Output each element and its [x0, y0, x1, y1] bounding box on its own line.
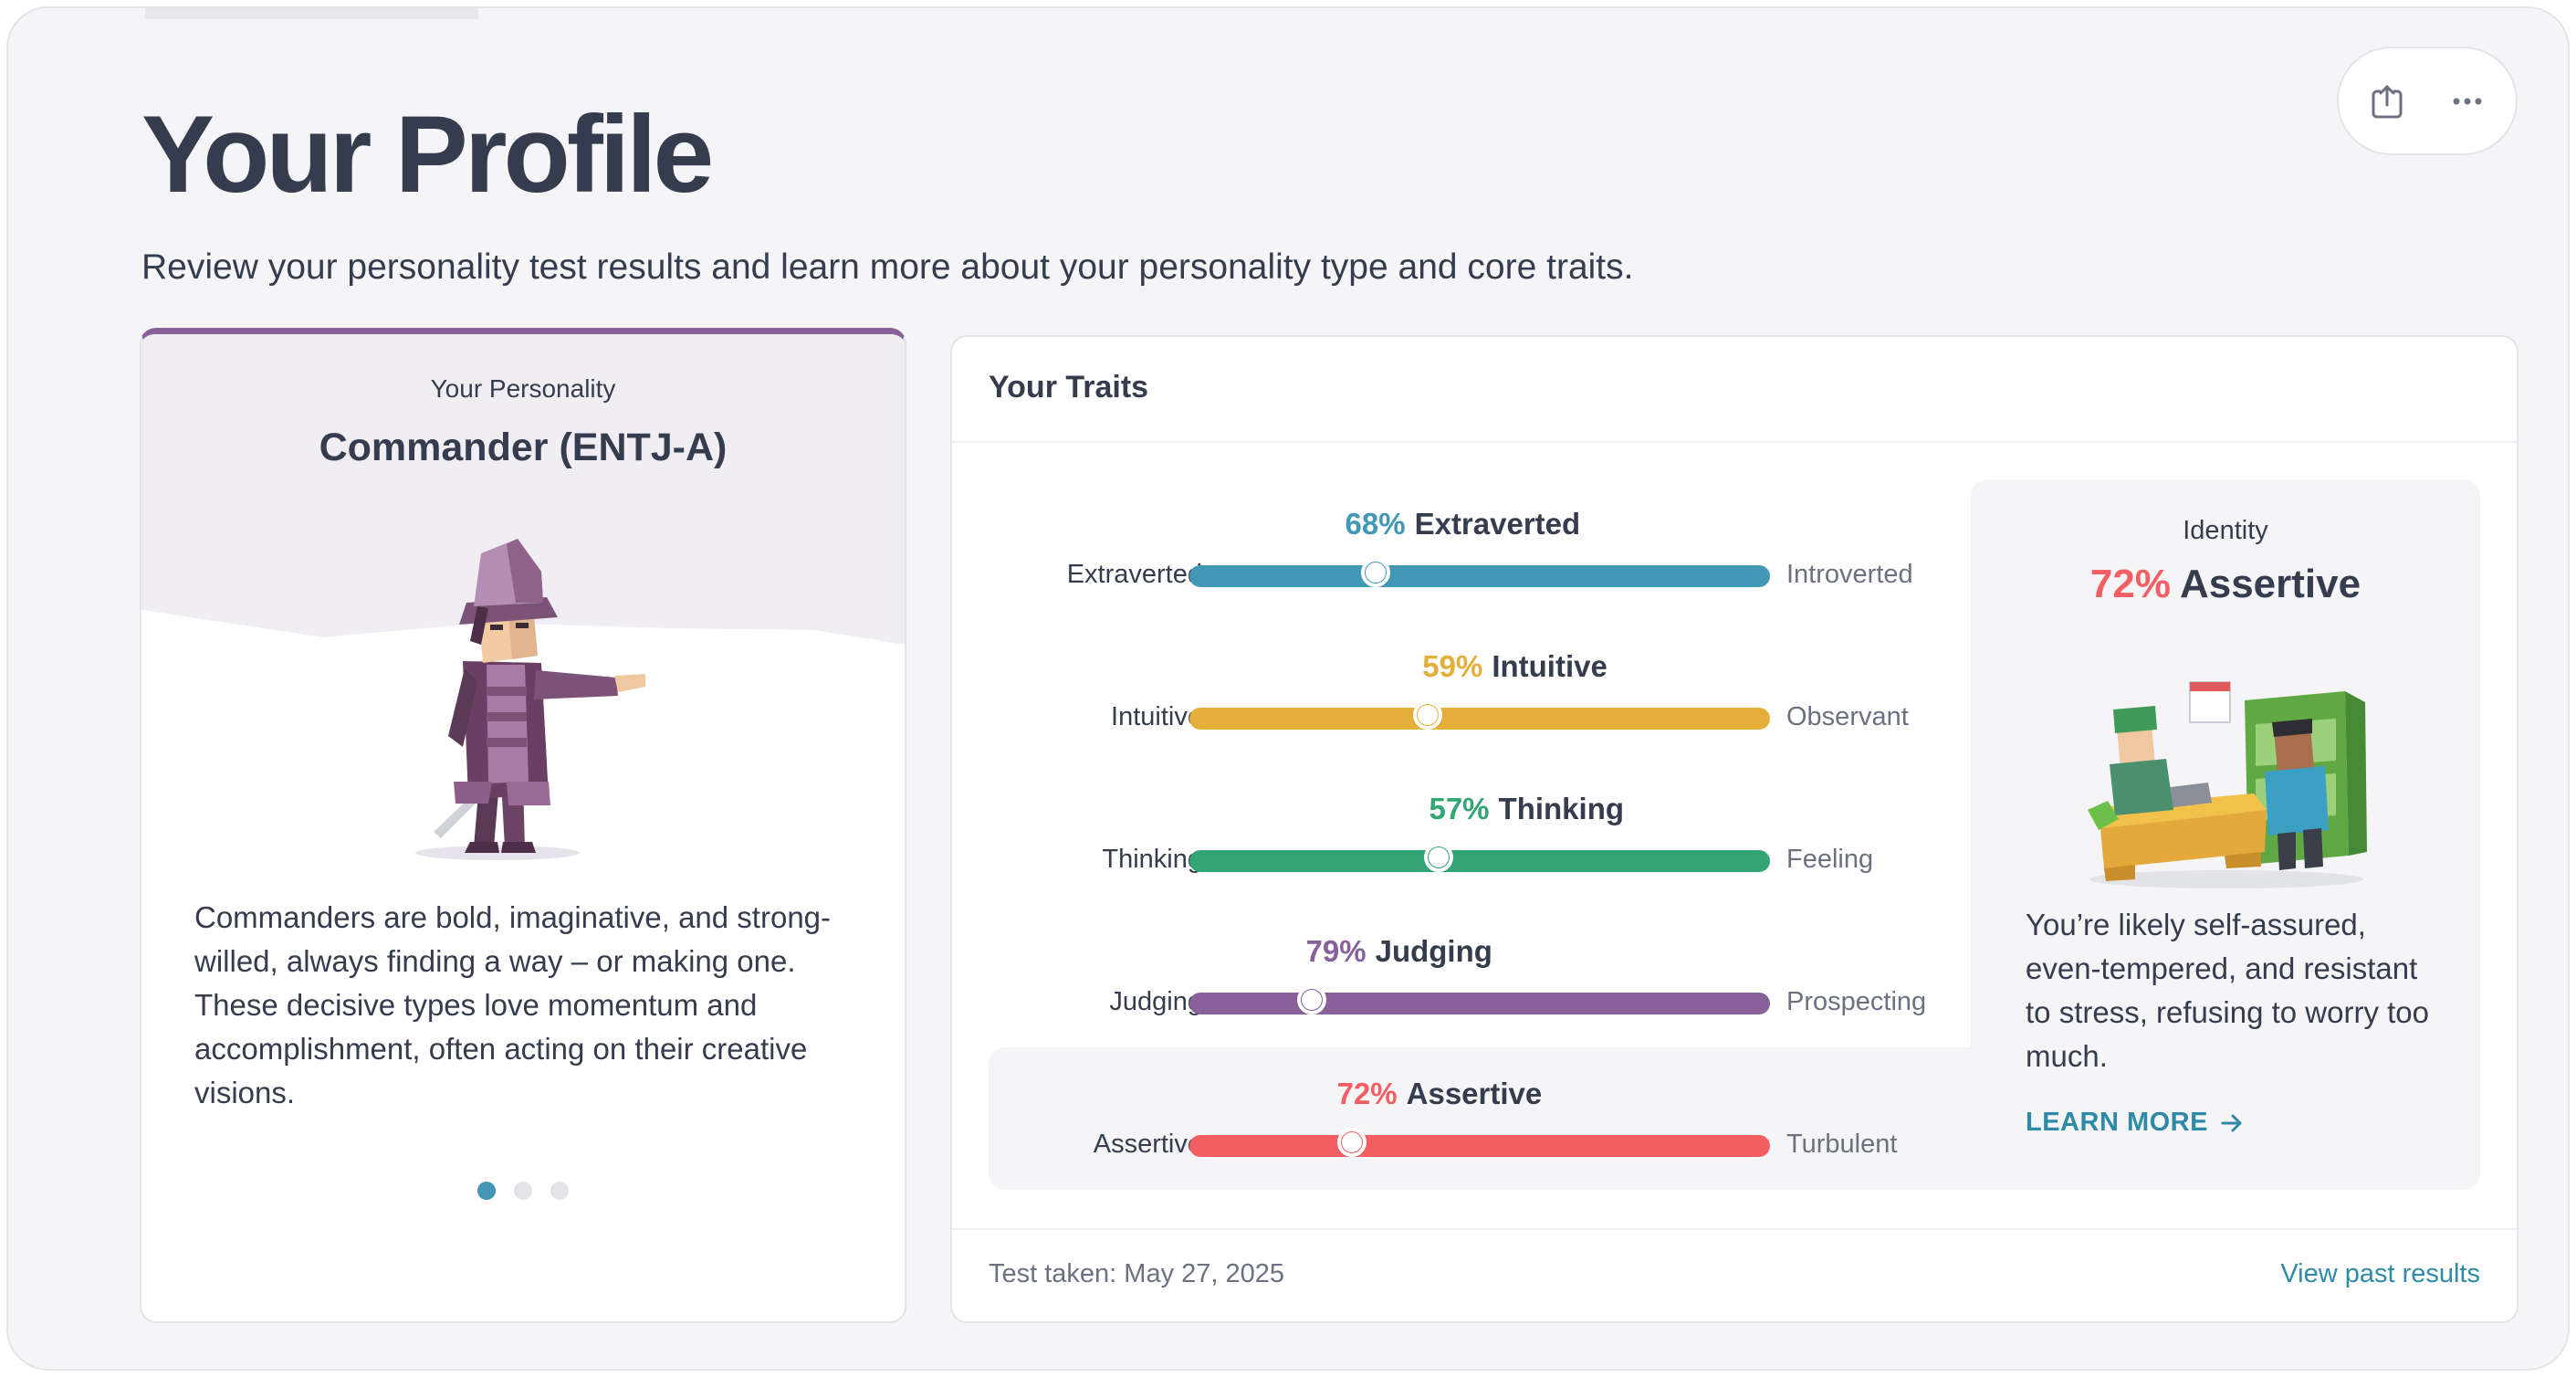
page-actions	[2337, 47, 2518, 155]
trait-bar	[1189, 1128, 1770, 1157]
trait-slider-knob[interactable]	[1412, 700, 1442, 730]
personality-description: Commanders are bold, imaginative, and st…	[194, 900, 832, 1109]
trait-percent: 79%	[1305, 934, 1367, 968]
personality-type-name: Commander (ENTJ-A)	[319, 426, 728, 469]
trait-right-label: Introverted	[1786, 560, 1913, 589]
trait-row: 72% Assertive Assertive Turbulent	[952, 1077, 1965, 1177]
identity-label: Identity	[2183, 516, 2268, 545]
trait-right-label: Turbulent	[1786, 1130, 1898, 1159]
trait-row: 59% Intuitive Intuitive Observant	[952, 649, 1965, 750]
personality-label: Your Personality	[430, 374, 616, 403]
traits-title: Your Traits	[989, 370, 1149, 405]
trait-right-label: Observant	[1786, 702, 1909, 731]
trait-name: Assertive	[1406, 1077, 1543, 1110]
trait-left-label: Judging	[1109, 987, 1202, 1016]
learn-more-label: LEARN MORE	[2026, 1108, 2208, 1137]
learn-more-link[interactable]: LEARN MORE	[2026, 1108, 2245, 1138]
carousel-dot[interactable]	[477, 1182, 496, 1200]
trait-name: Extraverted	[1414, 507, 1581, 541]
identity-value: 72% Assertive	[1971, 562, 2480, 607]
trait-slider-knob[interactable]	[1360, 558, 1390, 587]
traits-footer: Test taken: May 27, 2025 View past resul…	[952, 1228, 2517, 1321]
identity-illustration	[2088, 681, 2367, 888]
trait-left-label: Thinking	[1102, 845, 1202, 874]
page-subtitle: Review your personality test results and…	[141, 247, 1634, 287]
trait-heading: 59% Intuitive	[1422, 649, 1607, 684]
identity-percent: 72%	[2089, 562, 2171, 606]
arrow-right-icon	[2221, 1114, 2242, 1131]
carousel-dot[interactable]	[550, 1182, 569, 1200]
identity-description: You’re likely self-assured, even-tempere…	[2026, 908, 2430, 1073]
trait-slider-knob[interactable]	[1296, 985, 1326, 1014]
trait-bar	[1189, 558, 1770, 587]
trait-row: 57% Thinking Thinking Feeling	[952, 792, 1965, 892]
trait-percent: 72%	[1336, 1077, 1398, 1110]
carousel-pagination	[141, 1182, 905, 1200]
trait-heading: 68% Extraverted	[1346, 507, 1581, 541]
trait-name: Intuitive	[1492, 649, 1607, 683]
trait-heading: 57% Thinking	[1429, 792, 1624, 826]
trait-name: Thinking	[1498, 792, 1625, 825]
trait-heading: 72% Assertive	[1337, 1077, 1543, 1111]
traits-card: Your Traits Identity 72% Assertive	[950, 335, 2518, 1323]
trait-left-label: Assertive	[1093, 1130, 1202, 1159]
trait-name: Judging	[1375, 934, 1492, 968]
trait-right-label: Prospecting	[1786, 987, 1927, 1016]
trait-percent: 68%	[1345, 507, 1406, 541]
trait-right-label: Feeling	[1786, 845, 1874, 874]
trait-left-label: Extraverted	[1066, 560, 1202, 589]
share-icon[interactable]	[2367, 81, 2407, 121]
trait-heading: 79% Judging	[1306, 934, 1492, 969]
identity-panel: Identity 72% Assertive	[1971, 479, 2480, 1190]
traits-header: Your Traits	[952, 337, 2517, 443]
trait-bar	[1189, 700, 1770, 730]
commander-illustration	[415, 539, 645, 860]
trait-left-label: Intuitive	[1111, 702, 1202, 731]
trait-row: 68% Extraverted Extraverted Introverted	[952, 507, 1965, 607]
page-title: Your Profile	[141, 93, 714, 215]
trait-bar	[1189, 843, 1770, 872]
trait-percent: 57%	[1429, 792, 1490, 825]
trait-slider-knob[interactable]	[1337, 1128, 1367, 1157]
identity-name: Assertive	[2179, 562, 2361, 606]
trait-slider-knob[interactable]	[1424, 843, 1454, 872]
view-past-results-link[interactable]: View past results	[2280, 1259, 2480, 1288]
tab-indicator	[145, 8, 478, 19]
carousel-dot[interactable]	[514, 1182, 532, 1200]
profile-window: Your Profile Review your personality tes…	[6, 6, 2570, 1371]
personality-card: Your Personality Commander (ENTJ-A)	[140, 328, 906, 1323]
trait-bar	[1189, 985, 1770, 1014]
trait-percent: 59%	[1422, 649, 1483, 683]
trait-row: 79% Judging Judging Prospecting	[952, 934, 1965, 1035]
ellipsis-icon[interactable]	[2447, 81, 2487, 121]
test-taken-date: Test taken: May 27, 2025	[989, 1259, 1285, 1288]
